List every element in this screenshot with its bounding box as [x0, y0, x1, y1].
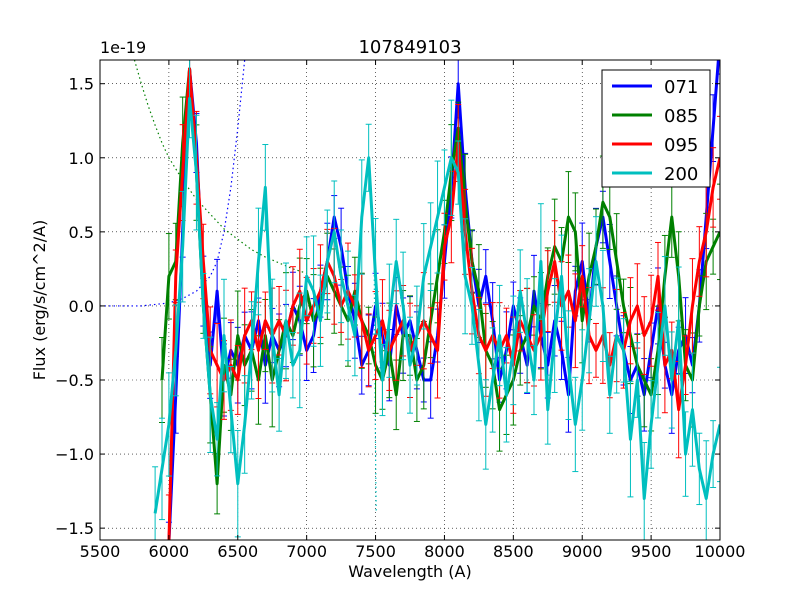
legend-box [601, 69, 711, 188]
model-blue-dotted [100, 60, 246, 307]
x-tick-label: 6500 [217, 542, 258, 561]
legend-label-095: 095 [664, 135, 698, 156]
line-095 [167, 67, 720, 540]
series-lines [152, 60, 720, 540]
x-axis-title: Wavelength (A) [348, 562, 471, 581]
line-200 [153, 97, 720, 514]
y-tick-label: −0.5 [55, 371, 94, 390]
y-tick-label: −1.0 [55, 445, 94, 464]
y-tick-label: −1.5 [55, 519, 94, 538]
legend-label-071: 071 [664, 77, 698, 98]
x-tick-label: 6000 [149, 542, 190, 561]
y-tick-label: 1.5 [69, 75, 94, 94]
y-axis-title: Flux (erg/s/cm^2/A) [30, 220, 49, 381]
legend: 071 085 095 200 [601, 69, 711, 188]
x-tick-label: 5500 [80, 542, 121, 561]
x-tick-label: 8000 [424, 542, 465, 561]
legend-label-085: 085 [664, 106, 698, 127]
line-085 [160, 67, 720, 486]
x-tick-label: 8500 [493, 542, 534, 561]
x-tick-label: 7000 [286, 542, 327, 561]
model-lines [100, 60, 377, 514]
y-tick-label: 1.0 [69, 149, 94, 168]
x-tick-label: 9500 [631, 542, 672, 561]
axis-ticks: 5500 6000 6500 7000 7500 8000 8500 9000 9500 1000… [55, 60, 745, 561]
y-tick-label: 0.0 [69, 297, 94, 316]
series-200 [152, 60, 720, 540]
x-tick-label: 7500 [355, 542, 396, 561]
y-offset-label: 1e-19 [100, 38, 146, 57]
legend-label-200: 200 [664, 164, 698, 185]
y-tick-label: 0.5 [69, 223, 94, 242]
chart-title: 107849103 [358, 37, 461, 58]
x-tick-label: 9000 [562, 542, 603, 561]
plot-frame [99, 59, 721, 541]
x-tick-label: 10000 [695, 542, 746, 561]
